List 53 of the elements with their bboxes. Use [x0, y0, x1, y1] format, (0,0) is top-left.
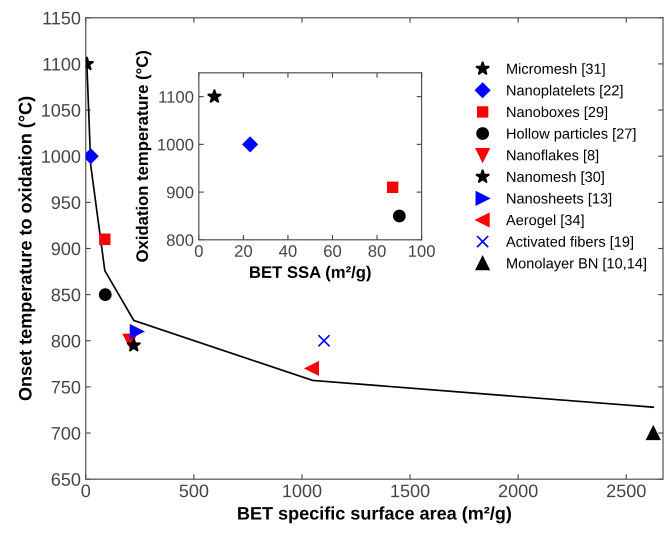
y-tick-label: 1000: [42, 150, 80, 163]
x-tick-label: 2000: [498, 484, 538, 498]
legend-label: Micromesh [31]: [507, 63, 605, 77]
point: [318, 334, 330, 348]
point: [99, 234, 111, 245]
legend-label: Nanosheets [13]: [507, 192, 612, 206]
y-tick-label: 850: [52, 288, 80, 302]
y-axis-title: Onset temperature to oxidation (°C): [18, 96, 36, 400]
y-tick-label: 900: [166, 186, 194, 198]
point: [386, 182, 398, 194]
legend-label: Activated fibers [19]: [506, 236, 633, 250]
y-tick-label: 1100: [159, 91, 194, 103]
y-tick-label: 950: [52, 196, 80, 210]
x-tick-label: 60: [324, 245, 342, 257]
legend-label: Nanomesh [30]: [507, 171, 604, 185]
point: [304, 361, 319, 376]
x-tick-label: 2500: [607, 484, 646, 498]
y-tick-label: 650: [52, 473, 80, 486]
point: [646, 426, 660, 440]
legend-label: Hollow particles [27]: [507, 128, 636, 142]
legend-label: Nanoflakes [8]: [507, 150, 598, 164]
legend-label: Nanoboxes [29]: [507, 106, 608, 120]
x-tick-label: 100: [408, 245, 435, 257]
y-tick-label: 1050: [42, 104, 80, 117]
x-tick-label: 1000: [283, 484, 322, 498]
y-tick-label: 900: [52, 242, 80, 256]
legend-label: Monolayer BN [10,14]: [507, 258, 646, 272]
x-tick-label: 500: [180, 484, 208, 498]
point: [242, 136, 258, 152]
point: [392, 210, 406, 222]
point: [86, 148, 98, 164]
x-tick-label: 20: [234, 245, 252, 257]
x-tick-label: 1500: [391, 484, 430, 498]
x-axis-title: BET SSA (m²/g): [250, 266, 371, 282]
x-tick-label: 80: [368, 245, 386, 257]
y-tick-label: 800: [166, 234, 194, 246]
y-tick-label: 1100: [43, 58, 80, 71]
point: [126, 338, 142, 352]
x-axis-title: BET specific surface area (m²/g): [238, 506, 511, 524]
y-tick-label: 1150: [43, 12, 80, 25]
y-tick-label: 700: [52, 426, 80, 440]
y-axis-title: Oxidation temperature (°C): [136, 51, 152, 262]
point: [130, 324, 144, 339]
x-tick-label: 0: [81, 484, 90, 498]
y-tick-label: 1000: [158, 138, 194, 151]
point: [206, 88, 222, 104]
point: [98, 288, 112, 302]
x-tick-label: 0: [194, 245, 203, 257]
legend-label: Aerogel [34]: [506, 214, 584, 228]
y-tick-label: 800: [52, 334, 80, 348]
legend-label: Nanoplatelets [22]: [507, 84, 622, 98]
y-tick-label: 750: [52, 380, 80, 394]
x-tick-label: 40: [279, 245, 297, 257]
